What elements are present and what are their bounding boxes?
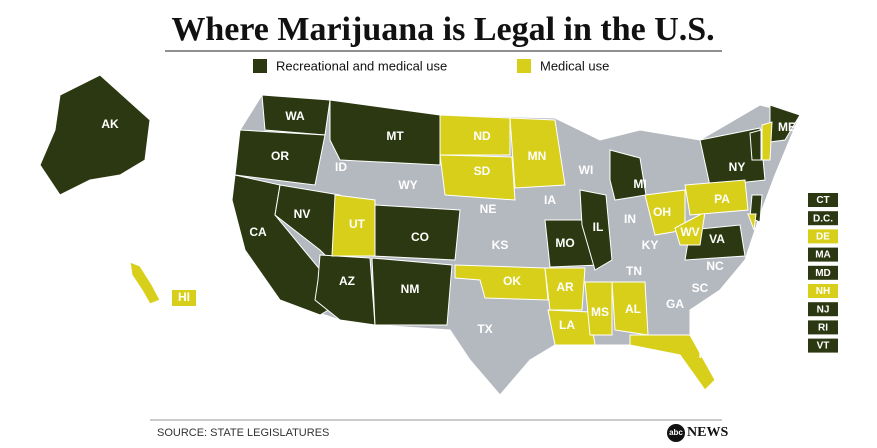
state-label: MN	[528, 149, 547, 163]
state	[684, 179, 749, 216]
state	[749, 129, 762, 161]
state-label: IN	[624, 212, 636, 226]
state	[371, 257, 453, 326]
state-label: AL	[625, 302, 641, 316]
state-label: OH	[653, 205, 671, 219]
state	[234, 129, 326, 186]
small-state-box	[808, 247, 838, 262]
state	[544, 267, 586, 311]
small-state-box	[808, 284, 838, 298]
state-label: MT	[386, 129, 404, 143]
state-label: IA	[544, 193, 556, 207]
state-label: NE	[480, 202, 497, 216]
state-label: WI	[579, 163, 594, 177]
state	[39, 74, 151, 196]
logo-mark: abc	[669, 428, 683, 437]
state	[629, 334, 716, 391]
state-label: AZ	[339, 274, 355, 288]
small-state-label: RI	[818, 323, 828, 334]
state-label: IL	[593, 220, 604, 234]
state-label: ND	[473, 129, 491, 143]
state	[761, 121, 773, 161]
state-label: HI	[178, 290, 190, 304]
state	[747, 213, 757, 231]
state-label: NV	[294, 207, 311, 221]
logo-circle	[667, 424, 685, 442]
state	[584, 281, 613, 336]
state	[329, 99, 441, 166]
state-label: KY	[642, 238, 659, 252]
state-label: FL	[699, 347, 714, 361]
small-state-label: NH	[816, 286, 830, 297]
small-state-box	[808, 265, 838, 280]
state-label: TX	[477, 322, 492, 336]
state-label: WV	[680, 225, 699, 239]
small-state-box	[808, 229, 838, 244]
state-label: KS	[492, 238, 509, 252]
state-label: LA	[559, 318, 575, 332]
logo-text: NEWS	[687, 425, 728, 440]
state	[331, 194, 376, 257]
state-label: WY	[398, 178, 417, 192]
small-state-box	[808, 302, 838, 317]
state-label: CO	[411, 230, 429, 244]
state	[509, 117, 566, 189]
state-label: PA	[714, 192, 730, 206]
state-label: NM	[401, 282, 420, 296]
state-label: GA	[666, 297, 684, 311]
state	[439, 154, 516, 201]
state-label: UT	[349, 217, 366, 231]
state-label: ME	[778, 120, 796, 134]
small-state-label: MA	[815, 250, 831, 261]
state-label: NY	[729, 160, 746, 174]
state-label: MO	[555, 236, 574, 250]
small-state-box	[808, 338, 838, 353]
state-label: TN	[626, 264, 642, 278]
legend-swatch	[253, 59, 267, 73]
state	[674, 211, 706, 246]
state-label: OR	[271, 149, 289, 163]
state-label: NC	[706, 259, 724, 273]
label-box	[172, 290, 196, 306]
state	[547, 309, 596, 346]
source: SOURCE: STATE LEGISLATURES	[157, 427, 329, 439]
state	[314, 254, 376, 326]
state-label: ID	[335, 160, 347, 174]
small-state-label: NJ	[817, 304, 830, 315]
state-label: VA	[709, 232, 725, 246]
state-label: CA	[249, 225, 267, 239]
small-state-label: CT	[816, 195, 829, 206]
state	[699, 127, 766, 187]
state	[439, 114, 511, 156]
legend-label: Medical use	[540, 58, 609, 73]
small-state-label: MD	[815, 268, 831, 279]
state-label: WA	[285, 109, 305, 123]
state	[579, 189, 613, 271]
small-state-label: D.C.	[813, 213, 833, 224]
state-label: MI	[633, 177, 646, 191]
small-state-box	[808, 320, 838, 335]
state-label: OK	[503, 274, 521, 288]
small-state-box	[808, 193, 838, 207]
small-state-box	[808, 211, 838, 226]
state-label: AK	[101, 117, 119, 131]
state	[129, 261, 161, 305]
title: Where Marijuana is Legal in the U.S.	[171, 11, 714, 48]
legend-label: Recreational and medical use	[276, 58, 447, 73]
small-state-label: DE	[816, 232, 830, 243]
small-state-label: VT	[817, 341, 830, 352]
state	[609, 149, 647, 201]
state-label: AR	[556, 280, 574, 294]
legend-swatch	[517, 59, 531, 73]
state-label: MS	[591, 305, 609, 319]
state-label: SD	[474, 164, 491, 178]
state-label: SC	[692, 281, 709, 295]
